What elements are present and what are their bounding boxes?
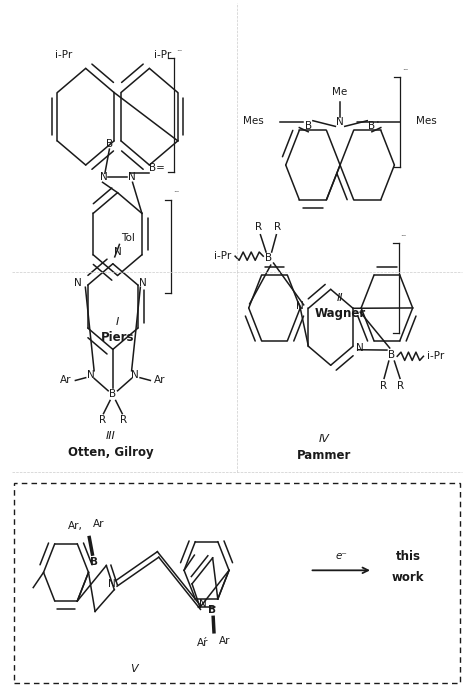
Text: B: B <box>368 120 375 131</box>
Text: work: work <box>392 571 424 584</box>
Text: I: I <box>116 317 119 327</box>
Text: III: III <box>106 431 115 441</box>
Text: R: R <box>119 415 127 425</box>
Text: Ar: Ar <box>154 375 165 386</box>
Text: N: N <box>336 116 344 127</box>
Text: N: N <box>108 579 116 589</box>
Text: V: V <box>130 664 138 674</box>
Text: Ar: Ar <box>60 375 72 386</box>
Text: ·⁻: ·⁻ <box>401 232 407 241</box>
Text: Piers: Piers <box>101 331 134 344</box>
Text: R: R <box>99 415 106 425</box>
Text: B: B <box>265 253 273 263</box>
Text: II: II <box>337 293 343 303</box>
Text: N: N <box>130 370 138 380</box>
Text: B: B <box>388 350 395 360</box>
Text: Pammer: Pammer <box>296 450 351 463</box>
Text: Me: Me <box>332 87 348 97</box>
Text: N: N <box>139 278 147 288</box>
Text: Mes: Mes <box>243 116 264 126</box>
Text: B: B <box>106 139 113 150</box>
Text: ·⁻: ·⁻ <box>176 47 182 56</box>
Text: N: N <box>128 173 136 182</box>
Bar <box>15 482 459 683</box>
Text: R: R <box>255 222 262 232</box>
Text: N: N <box>356 342 364 353</box>
Text: N: N <box>74 278 82 288</box>
Text: e⁻: e⁻ <box>335 551 347 561</box>
Text: ·⁻: ·⁻ <box>173 189 180 198</box>
Text: N: N <box>296 301 304 310</box>
Text: N: N <box>100 173 108 182</box>
Text: i-Pr: i-Pr <box>214 251 231 261</box>
Text: ·⁻: ·⁻ <box>402 66 408 75</box>
Text: this: this <box>395 551 420 564</box>
Text: B=: B= <box>149 164 165 173</box>
Text: B: B <box>208 605 216 615</box>
Text: R: R <box>273 222 281 232</box>
Text: Aŕ: Aŕ <box>197 638 208 648</box>
Text: B: B <box>109 389 117 400</box>
Text: R: R <box>380 381 387 391</box>
Text: N: N <box>87 370 95 380</box>
Text: Tol: Tol <box>121 233 135 243</box>
Text: i-Pr: i-Pr <box>154 50 171 60</box>
Text: N: N <box>199 599 207 609</box>
Text: R: R <box>397 381 404 391</box>
Text: Wagner: Wagner <box>314 306 365 319</box>
Text: Ar: Ar <box>92 519 104 529</box>
Text: N: N <box>114 247 121 257</box>
Text: B: B <box>90 557 98 567</box>
Text: Ar,: Ar, <box>68 521 83 531</box>
Text: Mes: Mes <box>417 116 437 126</box>
Text: Otten, Gilroy: Otten, Gilroy <box>68 446 153 459</box>
Text: i-Pr: i-Pr <box>427 351 445 361</box>
Text: Ar: Ar <box>219 636 230 647</box>
Text: B: B <box>305 120 312 131</box>
Text: i-Pr: i-Pr <box>55 50 73 60</box>
Text: IV: IV <box>318 434 329 444</box>
